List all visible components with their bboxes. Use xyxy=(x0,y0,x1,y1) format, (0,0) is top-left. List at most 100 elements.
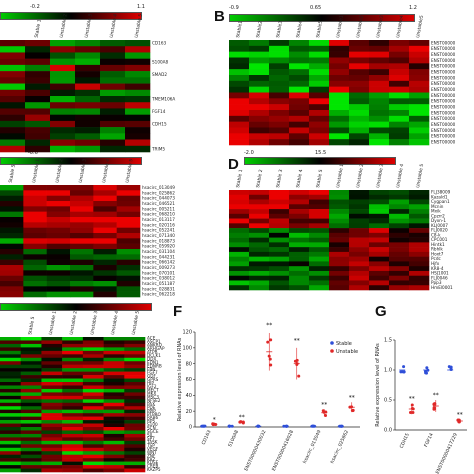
heatmap-cell xyxy=(369,232,390,238)
heatmap-cell xyxy=(0,357,22,362)
heatmap-cell xyxy=(62,440,84,445)
row-label: ENST00000 xyxy=(431,75,456,80)
heatmap-cell xyxy=(269,204,290,210)
heatmap-cell xyxy=(269,232,290,238)
heatmap-cell xyxy=(349,247,370,253)
heatmap-cell xyxy=(62,468,84,473)
heatmap-cell xyxy=(23,201,47,207)
heatmap-cell xyxy=(0,275,24,282)
heatmap-cell xyxy=(41,437,63,442)
row-label: hsacirc_044231 xyxy=(142,254,175,259)
row-label: hsacirc_028831 xyxy=(142,286,175,291)
heatmap-cell xyxy=(349,213,370,219)
column-label: Stable5 xyxy=(315,20,324,38)
heatmap-cell xyxy=(82,420,104,424)
heatmap-cell xyxy=(70,265,94,271)
row-label: KDSE xyxy=(147,460,159,465)
heatmap-cell xyxy=(309,266,330,272)
heatmap-cell xyxy=(369,75,390,82)
category-label: ENST00000416028 xyxy=(271,429,295,472)
heatmap-cell xyxy=(349,86,370,93)
heatmap-cell xyxy=(25,40,51,47)
row-label: ENST00000 xyxy=(431,70,456,75)
y-axis-label: Relative expression level of RNAs xyxy=(375,343,381,427)
heatmap-cell xyxy=(229,190,250,196)
heatmap-cell xyxy=(124,378,146,383)
heatmap-cell xyxy=(409,51,430,58)
heatmap-cell xyxy=(116,190,141,196)
heatmap-cell xyxy=(103,361,125,365)
unstable-point xyxy=(297,374,301,378)
y-tick-label: 0.5 xyxy=(384,398,392,404)
heatmap-cell xyxy=(349,194,370,200)
row-label: TRIM5 xyxy=(151,146,165,151)
heatmap-cell xyxy=(70,206,94,212)
heatmap-cell xyxy=(329,270,350,277)
heatmap-cell xyxy=(289,86,310,93)
heatmap-cell xyxy=(62,402,84,407)
heatmap-cell xyxy=(0,371,22,376)
heatmap-cell xyxy=(20,340,42,345)
heatmap-cell xyxy=(93,238,117,244)
heatmap-cell xyxy=(369,86,390,93)
heatmap-cell xyxy=(75,46,101,53)
stable-point xyxy=(449,365,453,369)
stable-point xyxy=(424,371,428,375)
heatmap-cell xyxy=(409,194,430,200)
heatmap-cell xyxy=(46,201,71,207)
heatmap-cell xyxy=(93,291,117,298)
row-label: KR8-4 xyxy=(431,266,444,271)
heatmap-cell xyxy=(20,409,42,414)
heatmap-cell xyxy=(0,427,22,431)
y-axis-label: Relative expression level of RNAs xyxy=(177,337,183,421)
heatmap-cell xyxy=(82,433,104,438)
heatmap-cell xyxy=(20,343,42,348)
heatmap-cell xyxy=(75,139,101,147)
heatmap-cell xyxy=(46,217,71,223)
heatmap-cell xyxy=(349,218,370,224)
heatmap-cell xyxy=(329,261,350,267)
heatmap-cell xyxy=(329,86,350,93)
heatmap-cell xyxy=(249,63,270,70)
heatmap-cell xyxy=(329,218,350,224)
heatmap-cell xyxy=(389,218,410,224)
heatmap-cell xyxy=(41,361,63,365)
unstable-point xyxy=(411,410,415,414)
column-label: Stable 5 xyxy=(315,169,324,188)
heatmap-cell xyxy=(125,108,151,115)
heatmap-cell xyxy=(0,451,22,455)
heatmap-cell xyxy=(249,237,270,243)
heatmap-cell xyxy=(41,347,63,352)
heatmap-cell xyxy=(41,465,63,469)
heatmap-cell xyxy=(46,265,71,271)
heatmap-cell xyxy=(20,458,42,462)
heatmap-cell xyxy=(75,83,101,91)
heatmap-cell xyxy=(409,237,430,243)
heatmap-cell xyxy=(23,227,47,234)
heatmap-d-columns: Stable 1 Stable 2 Stable 3 Stable 4 Stable 5… xyxy=(235,163,425,188)
heatmap-cell xyxy=(70,286,94,292)
heatmap-cell xyxy=(309,213,330,219)
row-label: ENST00000 xyxy=(431,110,456,115)
heatmap-cell xyxy=(41,430,63,435)
row-label: ATPB xyxy=(147,349,158,354)
heatmap-cell xyxy=(409,40,430,47)
heatmap-cell xyxy=(289,247,310,253)
row-label: hsacirc_038012 xyxy=(142,276,175,281)
heatmap-cell xyxy=(103,437,125,442)
heatmap-cell xyxy=(46,185,71,191)
heatmap-cell xyxy=(62,382,84,386)
heatmap-cell xyxy=(0,114,26,122)
heatmap-cell xyxy=(329,127,350,134)
heatmap-cell xyxy=(229,228,250,234)
heatmap-cell xyxy=(0,416,22,421)
heatmap-cell xyxy=(125,120,151,128)
heatmap-cell xyxy=(70,217,94,223)
significance-stars: ** xyxy=(409,396,415,403)
heatmap-cell xyxy=(100,40,126,47)
heatmap-cell xyxy=(289,209,310,215)
heatmap-cell xyxy=(369,213,390,219)
heatmap-cell xyxy=(289,275,310,281)
heatmap-cell xyxy=(389,69,410,76)
row-label: ENST00000 xyxy=(431,52,456,57)
